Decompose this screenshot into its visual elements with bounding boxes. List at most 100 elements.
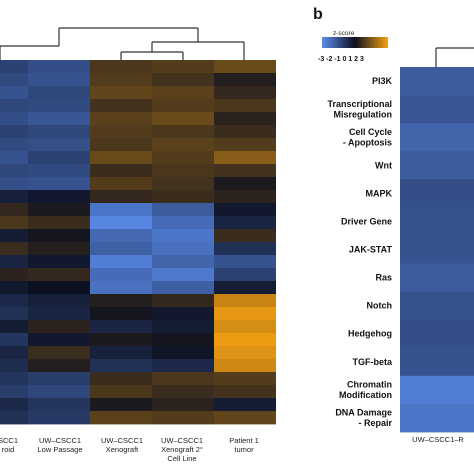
heatmap-cell bbox=[152, 411, 214, 425]
heatmap-cell bbox=[0, 203, 28, 217]
row-label: Chromatin bbox=[347, 380, 392, 390]
heatmap-cell bbox=[400, 67, 474, 96]
heatmap-cell bbox=[400, 151, 474, 180]
heatmap-cell bbox=[90, 255, 152, 269]
heatmap-cell bbox=[152, 164, 214, 178]
heatmap-cell bbox=[152, 307, 214, 321]
panel-b-column-label: UW–CSCC1–R bbox=[412, 435, 464, 444]
heatmap-cell bbox=[90, 294, 152, 308]
heatmap-cell bbox=[0, 411, 28, 425]
heatmap-cell bbox=[214, 320, 276, 334]
heatmap-cell bbox=[152, 99, 214, 113]
heatmap-cell bbox=[28, 372, 90, 386]
heatmap-cell bbox=[28, 333, 90, 347]
panel-a-heatmap bbox=[0, 60, 276, 425]
heatmap-cell bbox=[90, 60, 152, 74]
heatmap-cell bbox=[0, 99, 28, 113]
heatmap-cell bbox=[152, 372, 214, 386]
heatmap-cell bbox=[400, 179, 474, 208]
heatmap-cell bbox=[0, 216, 28, 230]
heatmap-cell bbox=[152, 320, 214, 334]
heatmap-cell bbox=[400, 207, 474, 236]
heatmap-cell bbox=[0, 346, 28, 360]
heatmap-cell bbox=[214, 229, 276, 243]
heatmap-cell bbox=[214, 359, 276, 373]
column-label: SCC1 bbox=[0, 436, 18, 445]
heatmap-cell bbox=[28, 320, 90, 334]
heatmap-cell bbox=[90, 177, 152, 191]
heatmap-cell bbox=[0, 151, 28, 165]
heatmap-cell bbox=[0, 73, 28, 87]
heatmap-cell bbox=[152, 60, 214, 74]
row-label: MAPK bbox=[366, 188, 393, 198]
panel-b: b z-score -3 -2 -1 0 1 2 3 PI3K Transcrip… bbox=[313, 6, 474, 444]
row-label: Driver Gene bbox=[341, 216, 392, 226]
panel-b-letter: b bbox=[313, 6, 323, 23]
heatmap-cell bbox=[90, 268, 152, 282]
row-label: Modification bbox=[339, 390, 392, 400]
heatmap-cell bbox=[28, 112, 90, 126]
heatmap-cell bbox=[152, 294, 214, 308]
heatmap-cell bbox=[28, 99, 90, 113]
heatmap-cell bbox=[214, 216, 276, 230]
heatmap-cell bbox=[28, 138, 90, 152]
heatmap-cell bbox=[90, 333, 152, 347]
heatmap-cell bbox=[90, 229, 152, 243]
heatmap-cell bbox=[0, 307, 28, 321]
heatmap-cell bbox=[28, 398, 90, 412]
row-label: - Apoptosis bbox=[343, 137, 392, 147]
heatmap-cell bbox=[28, 346, 90, 360]
row-label: Hedgehog bbox=[348, 329, 392, 339]
legend-color-bar bbox=[322, 37, 388, 48]
heatmap-cell bbox=[400, 403, 474, 433]
heatmap-cell bbox=[214, 177, 276, 191]
heatmap-cell bbox=[90, 385, 152, 399]
heatmap-cell bbox=[214, 281, 276, 295]
heatmap-cell bbox=[0, 138, 28, 152]
heatmap-cell bbox=[0, 359, 28, 373]
heatmap-cell bbox=[152, 242, 214, 256]
row-label: Cell Cycle bbox=[349, 127, 392, 137]
column-sublabel: Xenograft bbox=[106, 445, 139, 454]
heatmap-cell bbox=[28, 294, 90, 308]
heatmap-cell bbox=[90, 281, 152, 295]
heatmap-cell bbox=[28, 307, 90, 321]
heatmap-cell bbox=[214, 73, 276, 87]
heatmap-cell bbox=[28, 190, 90, 204]
heatmap-cell bbox=[28, 411, 90, 425]
heatmap-cell bbox=[214, 99, 276, 113]
heatmap-cell bbox=[152, 177, 214, 191]
heatmap-cell bbox=[214, 372, 276, 386]
heatmap-cell bbox=[214, 86, 276, 100]
heatmap-cell bbox=[400, 263, 474, 293]
heatmap-cell bbox=[0, 372, 28, 386]
heatmap-cell bbox=[214, 60, 276, 74]
heatmap-cell bbox=[152, 346, 214, 360]
heatmap-cell bbox=[90, 73, 152, 87]
column-sublabel: tumor bbox=[234, 445, 254, 454]
heatmap-cell bbox=[28, 203, 90, 217]
heatmap-cell bbox=[28, 177, 90, 191]
heatmap-cell bbox=[90, 99, 152, 113]
row-label: Misregulation bbox=[333, 109, 392, 119]
heatmap-cell bbox=[0, 164, 28, 178]
heatmap-cell bbox=[0, 281, 28, 295]
heatmap-cell bbox=[214, 255, 276, 269]
column-sublabel: Cell Line bbox=[167, 454, 196, 463]
heatmap-cell bbox=[152, 229, 214, 243]
panel-b-dendrogram bbox=[435, 47, 474, 67]
heatmap-cell bbox=[152, 203, 214, 217]
heatmap-cell bbox=[152, 125, 214, 139]
heatmap-cell bbox=[90, 411, 152, 425]
column-label: UW–CSCC1 bbox=[101, 436, 143, 445]
heatmap-cell bbox=[400, 319, 474, 349]
heatmap-cell bbox=[90, 151, 152, 165]
row-label: Wnt bbox=[375, 160, 392, 170]
heatmap-cell bbox=[90, 372, 152, 386]
heatmap-cell bbox=[214, 411, 276, 425]
column-sublabel: Xenograft 2° bbox=[161, 445, 203, 454]
legend-title: z-score bbox=[333, 30, 355, 37]
heatmap-cell bbox=[90, 359, 152, 373]
heatmap-cell bbox=[0, 229, 28, 243]
